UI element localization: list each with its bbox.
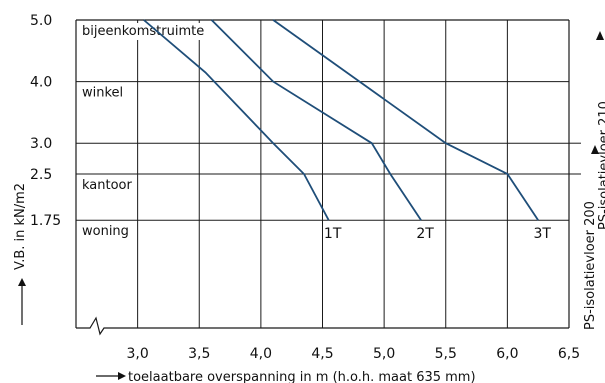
y-tick-label: 5.0 <box>30 13 52 29</box>
zone-label: bijeenkomstruimte <box>82 24 204 39</box>
zone-label: winkel <box>82 86 123 101</box>
x-axis-title: toelaatbare overspanning in m (h.o.h. ma… <box>128 370 476 383</box>
series-label-2T: 2T <box>416 226 434 242</box>
right-label-200: PS-isolatievloer 200 <box>583 201 598 330</box>
x-axis-arrowhead-icon <box>118 372 126 380</box>
zone-label-background <box>80 84 126 102</box>
x-tick-label: 4,0 <box>250 346 272 362</box>
grid-layer <box>76 20 581 328</box>
zone-label-background <box>80 223 131 241</box>
x-tick-label: 4,5 <box>311 346 333 362</box>
y-axis-title-group: V.B. in kN/m2 <box>13 183 28 325</box>
series-line-2T <box>210 19 422 221</box>
right-label-210: PS-isolatievloer 210 <box>597 101 605 230</box>
axis-break-icon <box>76 316 569 336</box>
x-tick-label: 3,5 <box>188 346 210 362</box>
zone-label-background <box>80 23 207 40</box>
y-axis-title: V.B. in kN/m2 <box>13 183 28 270</box>
x-tick-label: 6,5 <box>558 346 580 362</box>
zone-label: woning <box>82 224 129 239</box>
zone-labels: bijeenkomstruimte winkel kantoor woning <box>80 23 207 241</box>
x-tick-label: 5,0 <box>373 346 395 362</box>
y-axis-arrowhead-icon <box>18 278 26 286</box>
series-line-1T <box>143 19 330 221</box>
zone-label-background <box>80 177 135 194</box>
series-label-3T: 3T <box>533 226 551 242</box>
y-tick-label: 3.0 <box>30 136 52 152</box>
y-tick-label: 2.5 <box>30 167 52 183</box>
x-tick-label: 6,0 <box>496 346 518 362</box>
tick-labels: 3,0 3,5 4,0 4,5 5,0 5,5 6,0 6,5 5.0 4.0 3.0 2.5 1.75 <box>30 13 580 362</box>
y-tick-label: 4.0 <box>30 75 52 91</box>
series-line-3T <box>272 19 539 221</box>
zone-label: kantoor <box>82 178 133 193</box>
series-label-1T: 1T <box>324 226 342 242</box>
x-tick-label: 5,5 <box>435 346 457 362</box>
right-label-210-arrow-icon <box>596 31 604 40</box>
right-side-labels: PS-isolatievloer 200 PS-isolatievloer 21… <box>583 31 605 330</box>
x-axis-title-group: toelaatbare overspanning in m (h.o.h. ma… <box>96 370 476 383</box>
y-tick-label: 1.75 <box>30 213 61 229</box>
series-layer: 1T 2T 3T <box>143 19 551 242</box>
x-tick-label: 3,0 <box>126 346 148 362</box>
right-label-200-arrow-icon <box>591 145 599 154</box>
